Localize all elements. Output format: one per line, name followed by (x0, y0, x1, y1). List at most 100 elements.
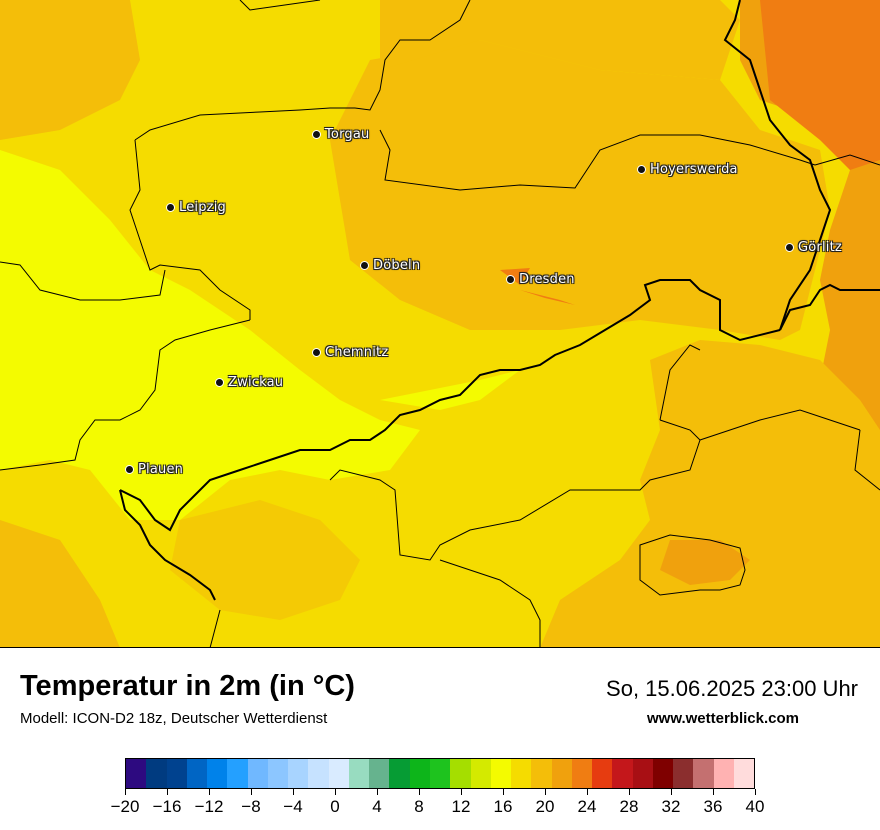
colorbar-swatch (693, 759, 714, 788)
colorbar-swatch (612, 759, 633, 788)
colorbar-tick-mark (502, 789, 504, 795)
city-dot (785, 243, 794, 252)
colorbar-swatch (227, 759, 248, 788)
colorbar-tick-mark (418, 789, 420, 795)
colorbar-tick-mark (334, 789, 336, 795)
colorbar-swatch (348, 759, 370, 788)
colorbar-tick-mark (544, 789, 546, 795)
colorbar-swatch (288, 759, 309, 788)
colorbar-tick-label: 28 (619, 797, 639, 816)
colorbar-tick-label: −12 (194, 797, 224, 816)
city-marker-doebeln: Döbeln (360, 258, 420, 273)
map-canvas (0, 0, 880, 647)
colorbar-tick-label: 16 (493, 797, 513, 816)
colorbar-swatch (551, 759, 572, 788)
colorbar-swatch (429, 759, 451, 788)
colorbar-tick-mark (124, 789, 126, 795)
colorbar-swatch (713, 759, 734, 788)
city-marker-plauen: Plauen (125, 462, 183, 477)
cool-zone-west (0, 150, 420, 520)
colorbar-swatch (652, 759, 674, 788)
colorbar-swatch (267, 759, 289, 788)
model-info: Modell: ICON-D2 18z, Deutscher Wetterdie… (20, 710, 328, 727)
colorbar-tick-label: −8 (241, 797, 261, 816)
warm-zone-north (380, 0, 740, 80)
colorbar-swatch (490, 759, 512, 788)
city-marker-leipzig: Leipzig (166, 200, 226, 215)
colorbar-swatch (166, 759, 187, 788)
warm-patch-south (660, 540, 750, 585)
colorbar-swatch (186, 759, 208, 788)
city-dot (360, 261, 369, 270)
city-label-chemnitz: Chemnitz (325, 345, 389, 360)
colorbar-swatch (592, 759, 613, 788)
colorbar-swatch (470, 759, 491, 788)
colorbar-tick-mark (712, 789, 714, 795)
city-label-goerlitz: Görlitz (798, 240, 842, 255)
city-label-torgau: Torgau (325, 127, 370, 142)
colorbar-tick-mark (250, 789, 252, 795)
colorbar-tick-mark (754, 789, 756, 795)
national-borders (119, 0, 880, 601)
colorbar-tick-label: 40 (745, 797, 765, 816)
city-marker-chemnitz: Chemnitz (312, 345, 388, 360)
colorbar-ticks (124, 789, 756, 799)
colorbar-tick-label: −20 (110, 797, 140, 816)
hottest-zone-northeast (760, 0, 880, 170)
colorbar-swatch (389, 759, 410, 788)
colorbar-swatch (632, 759, 653, 788)
colorbar-tick-label: 20 (535, 797, 555, 816)
warm-patch-southwest (170, 500, 360, 620)
city-marker-torgau: Torgau (312, 127, 369, 142)
colorbar-tick-mark (376, 789, 378, 795)
city-marker-dresden: Dresden (506, 272, 575, 287)
colorbar-swatch (146, 759, 167, 788)
colorbar-swatch (531, 759, 552, 788)
colorbar-swatch (673, 759, 694, 788)
colorbar-tick-label: 32 (661, 797, 681, 816)
temperature-map: Torgau Leipzig Hoyerswerda Görlitz Döbel… (0, 0, 880, 648)
city-dot (637, 165, 646, 174)
warm-zone-southeast (540, 340, 880, 647)
dresden-hotspot (500, 268, 575, 305)
colorbar-tick-mark (292, 789, 294, 795)
colorbar-tick-label: 12 (451, 797, 471, 816)
city-label-hoyerswerda: Hoyerswerda (650, 162, 738, 177)
colorbar-swatch (571, 759, 593, 788)
city-dot (506, 275, 515, 284)
city-dot (312, 348, 321, 357)
city-label-dresden: Dresden (519, 272, 575, 287)
colorbar-swatch (207, 759, 228, 788)
colorbar-tick-mark (208, 789, 210, 795)
colorbar-tick-label: 24 (577, 797, 597, 816)
colorbar-swatch (450, 759, 471, 788)
forecast-datetime: So, 15.06.2025 23:00 Uhr (606, 676, 858, 701)
city-marker-zwickau: Zwickau (215, 375, 283, 390)
colorbar-swatch (247, 759, 268, 788)
warm-zone-southwest (0, 520, 120, 647)
website-link[interactable]: www.wetterblick.com (647, 710, 799, 727)
warm-zone-northwest (0, 0, 140, 140)
city-label-plauen: Plauen (138, 462, 184, 477)
colorbar-tick-label: 4 (372, 797, 382, 816)
colorbar-swatch (511, 759, 532, 788)
city-dot (215, 378, 224, 387)
city-dot (125, 465, 134, 474)
map-title: Temperatur in 2m (in °C) (20, 670, 355, 702)
cool-band-ridge (380, 370, 520, 410)
colorbar-swatch (409, 759, 430, 788)
city-marker-hoyerswerda: Hoyerswerda (637, 162, 738, 177)
warm-zone-central (330, 40, 830, 340)
city-label-doebeln: Döbeln (373, 258, 421, 273)
colorbar-swatch (733, 759, 755, 788)
colorbar-swatch (126, 759, 147, 788)
colorbar-swatch (308, 759, 329, 788)
colorbar-tick-mark (670, 789, 672, 795)
city-dot (166, 203, 175, 212)
colorbar-tick-label: 8 (414, 797, 424, 816)
colorbar-tick-mark (460, 789, 462, 795)
city-marker-goerlitz: Görlitz (785, 240, 842, 255)
colorbar-tick-label: −4 (283, 797, 303, 816)
city-label-zwickau: Zwickau (228, 375, 284, 390)
colorbar-tick-label: 36 (703, 797, 723, 816)
